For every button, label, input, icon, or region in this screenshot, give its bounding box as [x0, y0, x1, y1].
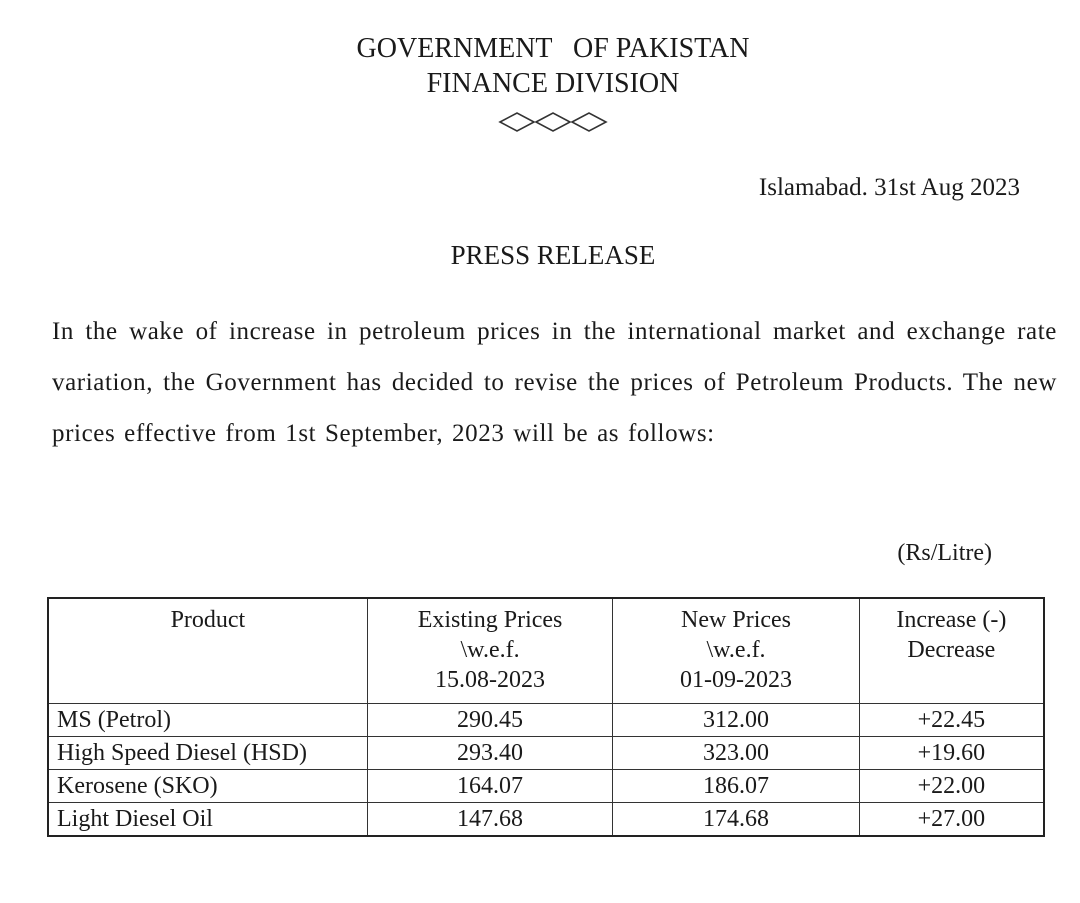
place-date: Islamabad. 31st Aug 2023 [758, 174, 1020, 201]
price-cell: +22.45 [858, 703, 1045, 737]
table-row: Light Diesel Oil 147.68 174.68 +27.00 [47, 802, 1045, 837]
table-row: High Speed Diesel (HSD) 293.40 323.00 +19.6… [47, 736, 1045, 770]
title: PRESS RELEASE [450, 240, 656, 270]
price-table: Product Existing Prices \w.e.f. 15.08-202… [47, 597, 1045, 837]
product-name: Kerosene (SKO) [47, 769, 368, 803]
table-body: MS (Petrol) 290.45 312.00 +22.45 High Speed … [47, 703, 1045, 837]
price-cell: 174.68 [612, 802, 860, 837]
column-header: Product [47, 597, 368, 704]
header-line: FINANCE DIVISION [426, 68, 680, 99]
price-cell: +22.00 [858, 769, 1045, 803]
price-cell: 290.45 [366, 703, 614, 737]
product-name: High Speed Diesel (HSD) [47, 736, 368, 770]
unit: (Rs/Litre) [897, 540, 992, 566]
column-header: New Prices \w.e.f. 01-09-2023 [612, 597, 860, 704]
ornament [498, 112, 608, 132]
price-cell: 147.68 [366, 802, 614, 837]
price-cell: +19.60 [858, 736, 1045, 770]
column-header: Increase (-) Decrease [858, 597, 1045, 704]
price-cell: 164.07 [366, 769, 614, 803]
price-cell: 323.00 [612, 736, 860, 770]
header-row: Product Existing Prices \w.e.f. 15.08-202… [47, 597, 1045, 704]
body-text: In the wake of increase in petroleum pri… [52, 318, 1057, 447]
product-name: Light Diesel Oil [47, 802, 368, 837]
price-cell: +27.00 [858, 802, 1045, 837]
table-row: Kerosene (SKO) 164.07 186.07 +22.00 [47, 769, 1045, 803]
price-cell: 186.07 [612, 769, 860, 803]
header-line: GOVERNMENT OF PAKISTAN [356, 33, 750, 64]
column-header: Existing Prices \w.e.f. 15.08-2023 [366, 597, 614, 704]
price-cell: 312.00 [612, 703, 860, 737]
price-cell: 293.40 [366, 736, 614, 770]
product-name: MS (Petrol) [47, 703, 368, 737]
table-row: MS (Petrol) 290.45 312.00 +22.45 [47, 703, 1045, 737]
